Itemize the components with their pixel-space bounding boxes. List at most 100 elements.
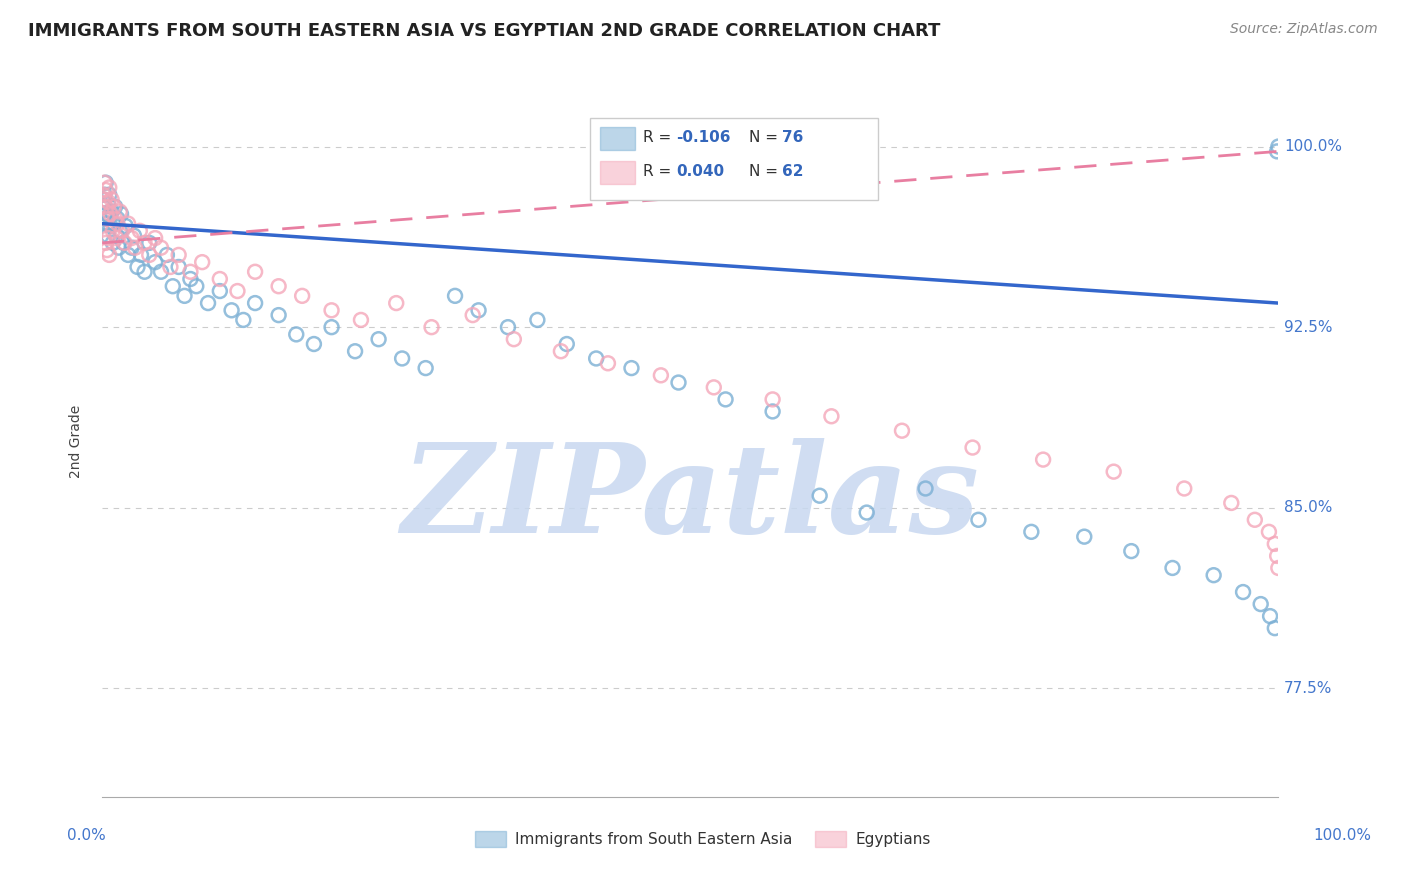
Point [105, 231, 128, 245]
Point [105, 228, 128, 243]
Point [143, 231, 166, 245]
Text: 100.0%: 100.0% [1284, 139, 1343, 154]
Text: 92.5%: 92.5% [1284, 319, 1333, 334]
Point [111, 224, 134, 238]
Point [186, 279, 208, 293]
Point [93, 193, 115, 207]
Point [496, 320, 519, 334]
Text: 0.040: 0.040 [676, 164, 724, 179]
Point [291, 289, 314, 303]
Point [1021, 524, 1043, 539]
Point [1220, 496, 1243, 510]
Point [1265, 549, 1288, 563]
Point [101, 224, 124, 238]
Point [110, 207, 132, 221]
Point [108, 204, 131, 219]
Point [285, 327, 308, 342]
Point [1250, 597, 1272, 611]
Point [221, 303, 243, 318]
Point [420, 320, 443, 334]
Text: IMMIGRANTS FROM SOUTH EASTERN ASIA VS EGYPTIAN 2ND GRADE CORRELATION CHART: IMMIGRANTS FROM SOUTH EASTERN ASIA VS EG… [28, 22, 941, 40]
Point [714, 392, 737, 407]
Point [267, 279, 290, 293]
Point [100, 204, 122, 219]
Point [93, 187, 115, 202]
Point [967, 513, 990, 527]
Point [1161, 561, 1184, 575]
Point [94, 176, 117, 190]
Point [96, 217, 118, 231]
Point [114, 235, 136, 250]
Point [914, 482, 936, 496]
Point [93, 187, 115, 202]
Point [232, 313, 254, 327]
Point [267, 308, 290, 322]
Point [150, 265, 173, 279]
Point [962, 441, 984, 455]
Point [108, 224, 131, 238]
Point [134, 235, 156, 250]
Point [191, 255, 214, 269]
Point [1102, 465, 1125, 479]
Point [344, 344, 367, 359]
Point [97, 197, 120, 211]
Point [555, 337, 578, 351]
Text: 85.0%: 85.0% [1284, 500, 1333, 516]
Point [467, 303, 489, 318]
Point [162, 279, 184, 293]
Point [96, 207, 118, 221]
Point [820, 409, 842, 424]
Point [128, 224, 150, 238]
Point [350, 313, 373, 327]
Point [855, 506, 877, 520]
Point [1202, 568, 1225, 582]
FancyBboxPatch shape [600, 161, 636, 184]
Point [208, 272, 231, 286]
Point [94, 211, 117, 226]
Point [127, 260, 149, 274]
Point [103, 217, 125, 231]
Point [461, 308, 484, 322]
Point [596, 356, 619, 370]
Point [134, 265, 156, 279]
Point [103, 200, 125, 214]
Point [762, 404, 785, 418]
Point [1267, 139, 1289, 153]
Point [1264, 537, 1286, 551]
Text: N =: N = [749, 130, 783, 145]
Point [385, 296, 408, 310]
Point [94, 235, 117, 250]
Point [243, 296, 266, 310]
Text: R =: R = [643, 130, 676, 145]
Point [96, 243, 118, 257]
Point [179, 265, 201, 279]
Point [100, 219, 122, 233]
Point [100, 193, 122, 207]
Point [94, 200, 117, 214]
Text: 0.0%: 0.0% [67, 828, 107, 843]
Text: 62: 62 [782, 164, 803, 179]
Point [243, 265, 266, 279]
Point [197, 296, 219, 310]
Point [703, 380, 725, 394]
Point [444, 289, 467, 303]
Point [97, 194, 120, 209]
Point [93, 200, 115, 214]
Point [138, 248, 160, 262]
Point [173, 289, 195, 303]
Point [167, 260, 190, 274]
Point [321, 303, 343, 318]
Point [302, 337, 325, 351]
Point [620, 361, 643, 376]
Point [391, 351, 413, 366]
Point [762, 392, 785, 407]
Point [143, 255, 166, 269]
Point [129, 248, 152, 262]
Point [208, 284, 231, 298]
Point [1032, 452, 1054, 467]
Point [1232, 585, 1254, 599]
Point [1243, 513, 1265, 527]
Point [101, 235, 124, 250]
Point [1264, 621, 1286, 635]
Point [1258, 524, 1281, 539]
